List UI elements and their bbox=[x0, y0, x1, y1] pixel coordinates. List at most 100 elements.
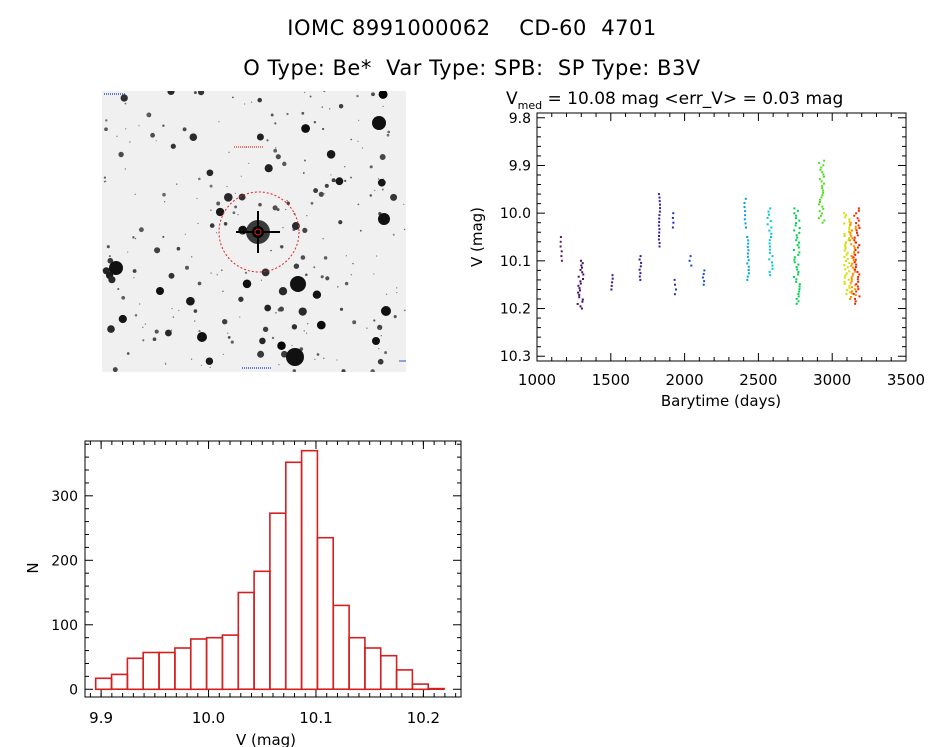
field-star bbox=[306, 215, 308, 217]
field-star bbox=[264, 304, 272, 312]
lc-point bbox=[611, 281, 614, 284]
hist-xtick-label: 10.1 bbox=[299, 709, 332, 727]
field-star bbox=[178, 309, 180, 312]
lc-point bbox=[795, 266, 798, 269]
field-star bbox=[220, 269, 223, 272]
field-star bbox=[272, 205, 278, 211]
lc-point bbox=[702, 283, 705, 286]
field-star bbox=[134, 237, 137, 240]
lc-point bbox=[851, 237, 854, 240]
field-star bbox=[301, 111, 305, 115]
lc-point bbox=[857, 251, 860, 254]
lc-point bbox=[658, 235, 660, 237]
lc-point bbox=[744, 222, 747, 225]
field-star bbox=[118, 151, 124, 158]
light-curve-ticks: 1000 1500 2000 2500 3000 3500 9.8 9.9 10.0 10.1 10… bbox=[500, 111, 925, 389]
field-star bbox=[370, 369, 375, 372]
field-star bbox=[403, 228, 406, 231]
hist-bar bbox=[269, 512, 287, 691]
field-star bbox=[320, 275, 324, 279]
field-star bbox=[384, 351, 388, 355]
lc-point bbox=[856, 285, 859, 288]
field-star bbox=[117, 287, 120, 291]
lc-point bbox=[638, 258, 641, 261]
lc-ytick-label: 10.0 bbox=[500, 206, 531, 222]
lc-point bbox=[639, 278, 642, 281]
lc-point bbox=[858, 244, 861, 247]
lc-point bbox=[793, 261, 796, 264]
lc-point bbox=[821, 187, 823, 190]
lc-point bbox=[701, 276, 704, 279]
lc-point bbox=[856, 246, 859, 249]
field-star bbox=[234, 192, 236, 194]
lc-point bbox=[856, 278, 859, 281]
lc-point bbox=[560, 250, 563, 253]
lc-point bbox=[850, 280, 853, 283]
field-star bbox=[286, 199, 288, 202]
hist-bar bbox=[253, 570, 271, 691]
field-star bbox=[373, 273, 375, 275]
lc-point bbox=[559, 240, 562, 243]
lc-point bbox=[746, 278, 749, 281]
hist-bar bbox=[205, 636, 224, 691]
lc-point bbox=[851, 262, 854, 265]
lc-point bbox=[673, 293, 676, 296]
field-star bbox=[313, 188, 319, 194]
lc-point bbox=[768, 248, 771, 251]
lc-point bbox=[743, 206, 746, 208]
lc-point bbox=[821, 221, 824, 224]
lc-point bbox=[797, 295, 800, 298]
field-star bbox=[227, 336, 231, 339]
lc-point bbox=[611, 277, 614, 280]
lc-point bbox=[854, 225, 857, 228]
lc-point bbox=[638, 275, 641, 278]
field-star bbox=[303, 330, 305, 332]
lc-point bbox=[849, 221, 852, 224]
field-star bbox=[377, 324, 383, 331]
field-star bbox=[216, 274, 218, 276]
field-star bbox=[162, 235, 165, 238]
field-star bbox=[108, 255, 111, 258]
lc-xtick-label: 3500 bbox=[887, 371, 925, 389]
lc-point bbox=[671, 216, 674, 219]
lc-point bbox=[853, 251, 856, 253]
field-star bbox=[256, 133, 264, 141]
lc-point bbox=[843, 264, 846, 267]
lc-point bbox=[793, 212, 796, 215]
lc-xtick-label: 3000 bbox=[813, 371, 851, 389]
lc-point bbox=[745, 226, 747, 229]
hist-xtick-label: 10.2 bbox=[407, 709, 440, 727]
field-star bbox=[325, 276, 330, 281]
lc-ytick-label: 9.8 bbox=[509, 111, 531, 127]
lc-point bbox=[577, 275, 580, 278]
lc-point bbox=[798, 219, 801, 222]
field-star bbox=[344, 166, 346, 168]
lc-point bbox=[848, 220, 851, 223]
field-star bbox=[266, 139, 269, 142]
field-star bbox=[371, 92, 375, 97]
lc-point bbox=[746, 245, 749, 248]
lc-point bbox=[851, 229, 853, 232]
field-star bbox=[138, 227, 144, 233]
field-star bbox=[336, 359, 338, 361]
lc-point bbox=[848, 226, 851, 229]
lc-point bbox=[855, 283, 858, 286]
field-star bbox=[210, 209, 212, 211]
field-star bbox=[108, 276, 116, 284]
lc-point bbox=[848, 287, 851, 289]
field-star bbox=[352, 320, 357, 325]
lc-point bbox=[797, 253, 800, 256]
field-star bbox=[273, 148, 278, 153]
target-circle bbox=[218, 191, 300, 273]
lc-point bbox=[854, 300, 857, 303]
field-star bbox=[163, 201, 166, 203]
lc-point bbox=[769, 274, 772, 277]
lc-point bbox=[771, 264, 774, 267]
lc-point bbox=[821, 194, 824, 197]
lc-xtick-label: 1000 bbox=[518, 371, 556, 389]
lc-point bbox=[639, 265, 642, 268]
lc-point bbox=[857, 224, 860, 227]
lc-point bbox=[659, 207, 661, 210]
lc-point bbox=[768, 251, 771, 254]
field-star bbox=[375, 255, 378, 257]
